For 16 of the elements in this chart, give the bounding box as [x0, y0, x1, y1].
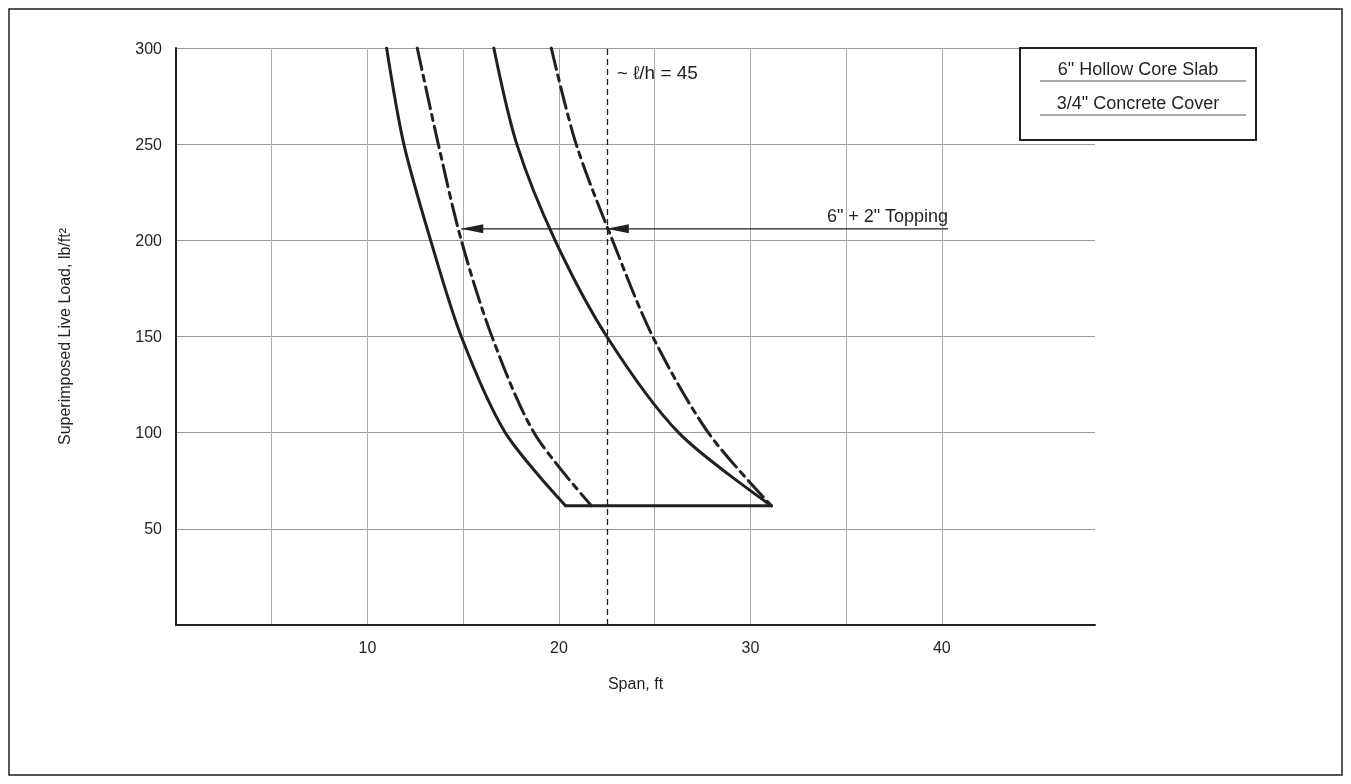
- y-axis-title: Superimposed Live Load, lb/ft²: [55, 227, 73, 446]
- y-tick-label: 200: [135, 231, 163, 249]
- y-tick-label: 150: [135, 328, 163, 345]
- y-tick-label: 100: [135, 424, 163, 442]
- y-tick-label: 250: [135, 135, 163, 153]
- annotation: 6" + 2" Topping: [826, 205, 948, 226]
- x-axis-title: Span, ft: [607, 674, 664, 692]
- x-tick-label: 20: [550, 638, 568, 656]
- annotation: 6" Hollow Core Slab: [1057, 59, 1219, 79]
- x-tick-label: 10: [358, 638, 377, 656]
- x-tick-label: 30: [741, 638, 760, 656]
- annotation: ~ ℓ/h = 45: [616, 61, 698, 83]
- y-tick-label: 300: [135, 39, 163, 57]
- y-tick-label: 50: [144, 520, 163, 538]
- x-tick-label: 40: [932, 638, 951, 656]
- annotation: 3/4" Concrete Cover: [1056, 93, 1220, 113]
